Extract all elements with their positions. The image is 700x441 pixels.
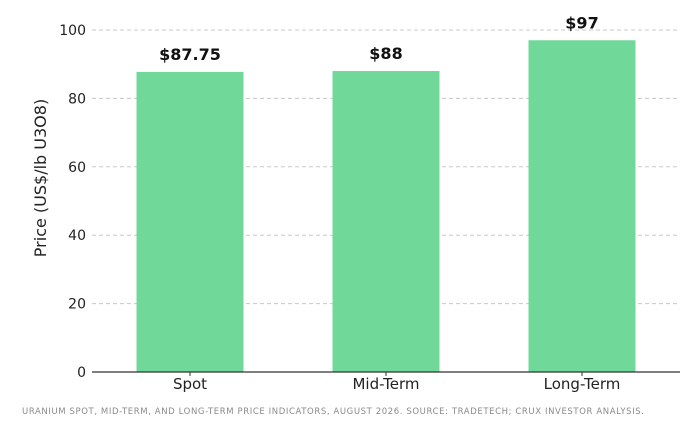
y-axis-ticks: 0 20 40 60 80 100 <box>59 23 86 381</box>
y-tick-label: 20 <box>68 297 86 313</box>
chart-caption: Uranium spot, mid-term, and long-term pr… <box>22 407 645 417</box>
x-axis-ticks: Spot Mid-Term Long-Term <box>173 372 620 393</box>
x-tick-label: Spot <box>173 375 207 393</box>
data-label: $88 <box>369 44 402 63</box>
bar-spot <box>136 71 244 373</box>
y-tick-label: 80 <box>68 91 86 107</box>
y-tick-label: 0 <box>77 365 86 381</box>
bars <box>136 40 636 373</box>
bar-mid-term <box>332 71 440 372</box>
data-label: $87.75 <box>159 45 221 64</box>
y-tick-label: 100 <box>59 23 86 39</box>
data-label: $97 <box>565 13 598 32</box>
y-tick-label: 40 <box>68 228 86 244</box>
x-tick-label: Long-Term <box>544 375 621 393</box>
x-tick-label: Mid-Term <box>352 375 419 393</box>
bar-long-term <box>528 40 636 372</box>
y-tick-label: 60 <box>68 160 86 176</box>
y-axis-title: Price (US$/lb U3O8) <box>31 99 50 257</box>
data-labels: $87.75 $88 $97 <box>159 13 599 64</box>
